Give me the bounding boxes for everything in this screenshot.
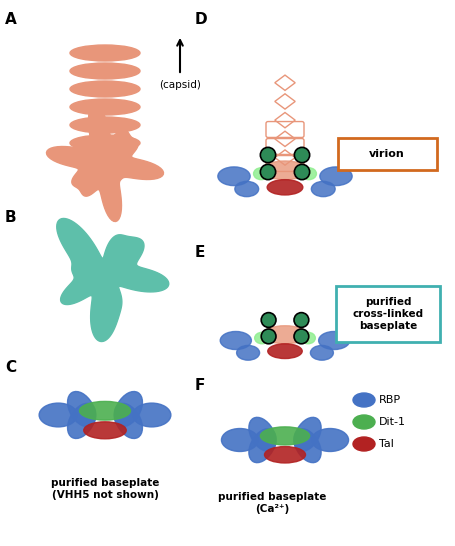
FancyBboxPatch shape xyxy=(336,286,440,342)
Ellipse shape xyxy=(222,429,258,452)
Text: Dit-1: Dit-1 xyxy=(379,417,406,427)
Text: purified baseplate
(Ca²⁺): purified baseplate (Ca²⁺) xyxy=(218,492,326,514)
Ellipse shape xyxy=(260,427,309,445)
Ellipse shape xyxy=(84,422,126,439)
Ellipse shape xyxy=(70,117,140,133)
Ellipse shape xyxy=(301,333,315,344)
Ellipse shape xyxy=(249,429,276,462)
Circle shape xyxy=(294,147,310,163)
Ellipse shape xyxy=(70,81,140,97)
Text: E: E xyxy=(195,245,205,260)
Circle shape xyxy=(294,164,310,180)
Text: F: F xyxy=(195,378,205,393)
Ellipse shape xyxy=(114,403,142,438)
Ellipse shape xyxy=(353,415,375,429)
Ellipse shape xyxy=(218,167,250,186)
Circle shape xyxy=(261,329,276,344)
Ellipse shape xyxy=(310,346,334,360)
Ellipse shape xyxy=(70,63,140,79)
Ellipse shape xyxy=(268,344,302,359)
Text: D: D xyxy=(195,12,207,27)
Circle shape xyxy=(260,164,276,180)
Ellipse shape xyxy=(67,391,96,427)
Ellipse shape xyxy=(255,333,269,344)
Ellipse shape xyxy=(267,180,303,195)
Ellipse shape xyxy=(294,429,321,462)
Text: Tal: Tal xyxy=(379,439,394,449)
Ellipse shape xyxy=(80,401,131,420)
Ellipse shape xyxy=(70,45,140,61)
Circle shape xyxy=(294,329,309,344)
Ellipse shape xyxy=(237,346,260,360)
Ellipse shape xyxy=(39,403,77,427)
Circle shape xyxy=(260,147,276,163)
Text: RBP: RBP xyxy=(379,395,401,405)
Ellipse shape xyxy=(294,417,321,452)
Ellipse shape xyxy=(263,326,308,344)
FancyBboxPatch shape xyxy=(338,138,437,170)
Text: (capsid): (capsid) xyxy=(159,80,201,90)
Circle shape xyxy=(261,313,276,328)
Ellipse shape xyxy=(353,393,375,407)
Ellipse shape xyxy=(353,437,375,451)
Text: C: C xyxy=(5,360,16,375)
Ellipse shape xyxy=(249,417,276,452)
Ellipse shape xyxy=(320,167,352,186)
Ellipse shape xyxy=(114,391,142,427)
Polygon shape xyxy=(57,218,169,342)
Ellipse shape xyxy=(70,135,140,151)
Ellipse shape xyxy=(253,168,269,180)
Ellipse shape xyxy=(318,331,350,349)
Ellipse shape xyxy=(67,403,96,438)
Ellipse shape xyxy=(311,181,335,197)
Text: virion: virion xyxy=(369,149,405,159)
Ellipse shape xyxy=(220,331,251,349)
Ellipse shape xyxy=(301,168,316,180)
Ellipse shape xyxy=(312,429,349,452)
Circle shape xyxy=(294,313,309,328)
Polygon shape xyxy=(46,104,163,222)
Ellipse shape xyxy=(70,99,140,115)
Text: purified
cross-linked
baseplate: purified cross-linked baseplate xyxy=(353,298,424,330)
Ellipse shape xyxy=(262,161,308,180)
Text: A: A xyxy=(5,12,17,27)
Text: B: B xyxy=(5,210,17,225)
Ellipse shape xyxy=(132,403,171,427)
Ellipse shape xyxy=(235,181,258,197)
Text: purified baseplate
(VHH5 not shown): purified baseplate (VHH5 not shown) xyxy=(51,478,159,500)
Ellipse shape xyxy=(264,447,305,463)
